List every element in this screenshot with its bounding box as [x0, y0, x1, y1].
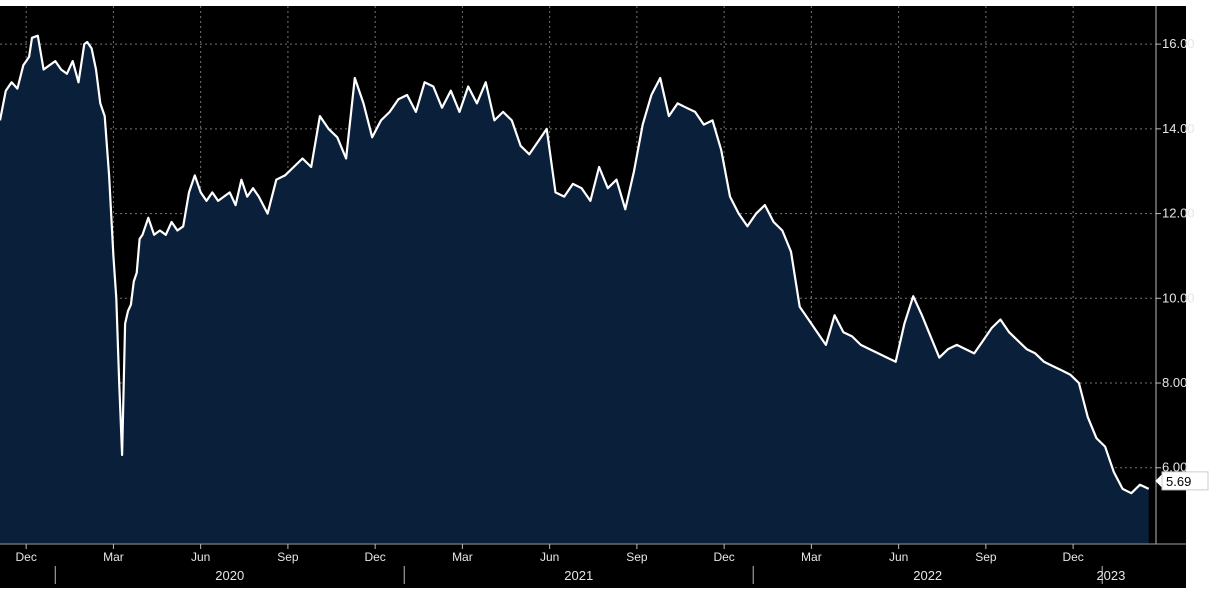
x-tick-label: Dec — [16, 550, 37, 564]
x-tick-label: Sep — [975, 550, 997, 564]
x-tick-label: Dec — [364, 550, 385, 564]
last-value-tag: 5.69 — [1155, 471, 1209, 491]
x-tick-label: Mar — [452, 550, 473, 564]
x-tick-label: Jun — [889, 550, 908, 564]
series-area — [0, 35, 1149, 544]
x-tick-label: Dec — [1062, 550, 1083, 564]
axis-background — [0, 544, 1186, 588]
y-tick-label: 8.00 — [1162, 375, 1187, 390]
x-tick-label: Jun — [191, 550, 210, 564]
year-label: 2023 — [1096, 568, 1125, 583]
year-label: 2022 — [913, 568, 942, 583]
y-tick-label: 12.00 — [1162, 206, 1195, 221]
last-value-label: 5.69 — [1166, 474, 1191, 489]
y-tick-label: 6.00 — [1162, 460, 1187, 475]
x-tick-label: Dec — [713, 550, 734, 564]
y-tick-label: 14.00 — [1162, 121, 1195, 136]
x-tick-layer: Dec Mar Jun Sep Dec Mar Jun Sep Dec Mar Jun Sep Dec 2… — [16, 544, 1125, 584]
right-axis-background — [1156, 6, 1186, 544]
y-tick-label: 16.00 — [1162, 36, 1195, 51]
x-tick-label: Mar — [801, 550, 822, 564]
x-tick-label: Mar — [103, 550, 124, 564]
x-tick-label: Sep — [626, 550, 648, 564]
year-label: 2020 — [215, 568, 244, 583]
year-label: 2021 — [564, 568, 593, 583]
y-tick-label: 10.00 — [1162, 290, 1195, 305]
series-line — [0, 34, 1150, 495]
x-tick-label: Jun — [540, 550, 559, 564]
y-tick-layer: 6.00 8.00 10.00 12.00 14.00 16.00 — [1156, 36, 1195, 475]
x-tick-label: Sep — [277, 550, 299, 564]
last-value-box — [1161, 471, 1209, 491]
